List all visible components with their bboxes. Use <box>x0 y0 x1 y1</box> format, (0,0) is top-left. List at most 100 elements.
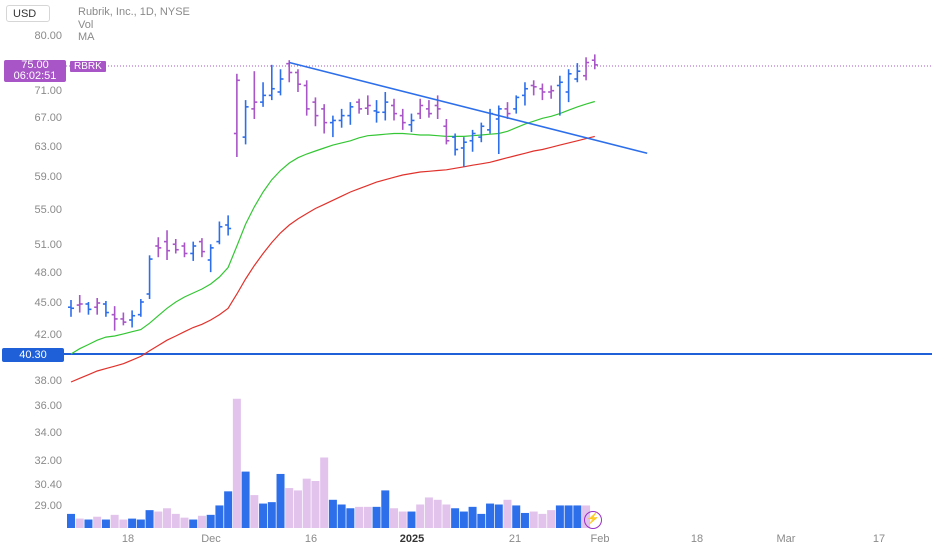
ohlc-bar[interactable] <box>460 137 467 167</box>
volume-bar <box>110 514 119 528</box>
ohlc-bar[interactable] <box>591 54 598 70</box>
y-tick-label: 34.00 <box>34 427 62 439</box>
volume-bar <box>302 478 311 528</box>
ohlc-bar[interactable] <box>382 92 389 121</box>
ohlc-bar[interactable] <box>190 241 197 261</box>
currency-selector[interactable]: USD <box>6 5 50 22</box>
ohlc-bar[interactable] <box>129 310 136 328</box>
ohlc-bar[interactable] <box>146 255 153 299</box>
ohlc-bar[interactable] <box>443 119 450 145</box>
ohlc-bar[interactable] <box>137 299 144 317</box>
ohlc-bar[interactable] <box>120 312 127 326</box>
ohlc-bar[interactable] <box>85 302 92 315</box>
volume-bar <box>398 511 407 528</box>
ohlc-bar[interactable] <box>583 57 590 81</box>
volume-bar <box>555 505 564 528</box>
volume-bar <box>503 499 512 528</box>
volume-bar <box>128 518 137 528</box>
last-price-value: 75.00 <box>21 59 49 71</box>
ohlc-bar[interactable] <box>242 100 249 145</box>
ohlc-bar[interactable] <box>111 306 118 331</box>
ohlc-bar[interactable] <box>434 95 441 119</box>
ohlc-bar[interactable] <box>530 80 537 96</box>
volume-bar <box>67 513 75 528</box>
volume-bar <box>293 490 302 528</box>
volume-bar <box>84 519 93 528</box>
ohlc-bar[interactable] <box>495 105 502 155</box>
ohlc-bar[interactable] <box>478 122 485 143</box>
y-tick-label: 80.00 <box>34 30 62 42</box>
ohlc-bar[interactable] <box>417 98 424 119</box>
volume-bar <box>416 504 425 528</box>
volume-bar <box>538 513 547 528</box>
ohlc-bar[interactable] <box>181 242 188 258</box>
ohlc-bar[interactable] <box>76 295 83 313</box>
ohlc-bar[interactable] <box>347 102 354 125</box>
volume-bar <box>477 513 486 528</box>
volume-bar <box>459 511 468 528</box>
volume-bar <box>145 510 154 528</box>
ohlc-bar[interactable] <box>286 60 293 83</box>
volume-bar <box>136 519 145 528</box>
volume-legend[interactable]: Vol <box>78 19 94 31</box>
ohlc-bar[interactable] <box>452 133 459 156</box>
volume-bar <box>75 518 84 528</box>
ohlc-bar[interactable] <box>521 82 528 106</box>
ohlc-bar[interactable] <box>68 300 74 317</box>
ohlc-bar[interactable] <box>513 95 520 114</box>
y-tick-label: 63.00 <box>34 141 62 153</box>
ohlc-bar[interactable] <box>268 64 275 101</box>
ohlc-bar[interactable] <box>277 69 284 96</box>
ohlc-bar[interactable] <box>356 98 363 114</box>
y-tick-label: 71.00 <box>34 85 62 97</box>
ohlc-bar[interactable] <box>207 244 214 273</box>
ohlc-bar[interactable] <box>312 97 319 127</box>
volume-bar <box>241 471 250 528</box>
ohlc-bar[interactable] <box>539 83 546 101</box>
x-tick-label: 18 <box>690 533 704 545</box>
ohlc-bar[interactable] <box>172 239 179 254</box>
ohlc-bar[interactable] <box>574 63 581 83</box>
ohlc-bar[interactable] <box>294 69 301 92</box>
volume-bar <box>337 504 346 528</box>
x-tick-label: Feb <box>590 533 610 545</box>
flash-icon[interactable]: ⚡ <box>584 511 602 529</box>
ohlc-bar[interactable] <box>338 108 345 128</box>
volume-bar <box>232 398 241 528</box>
ohlc-bar[interactable] <box>329 115 336 138</box>
ohlc-bar[interactable] <box>198 238 205 258</box>
ma-slow-line <box>70 135 595 383</box>
ohlc-bar[interactable] <box>364 95 371 115</box>
ohlc-bar[interactable] <box>225 215 232 236</box>
volume-bar <box>215 505 224 528</box>
x-tick-label: 2025 <box>399 533 425 545</box>
ohlc-bar[interactable] <box>565 69 572 103</box>
ma-legend[interactable]: MA <box>78 31 95 43</box>
y-tick-label: 29.00 <box>34 500 62 512</box>
ohlc-bar[interactable] <box>155 237 162 258</box>
ohlc-bar[interactable] <box>233 73 240 157</box>
ohlc-bar[interactable] <box>408 113 415 133</box>
ohlc-bar[interactable] <box>373 100 380 123</box>
ohlc-bar[interactable] <box>102 301 109 317</box>
ohlc-bar[interactable] <box>469 129 476 152</box>
ohlc-bar[interactable] <box>504 102 511 119</box>
ohlc-bar[interactable] <box>303 80 310 116</box>
ohlc-bar[interactable] <box>425 100 432 118</box>
ohlc-bar[interactable] <box>556 75 563 116</box>
volume-bar <box>442 504 451 528</box>
ohlc-bar[interactable] <box>260 82 267 107</box>
ohlc-bar[interactable] <box>548 85 555 99</box>
ohlc-bar[interactable] <box>391 98 398 121</box>
ohlc-bar[interactable] <box>164 230 171 260</box>
volume-bar <box>276 473 285 528</box>
ohlc-bar[interactable] <box>216 221 223 245</box>
x-tick-label: 21 <box>508 533 522 545</box>
ohlc-bar[interactable] <box>399 108 406 130</box>
ohlc-bar[interactable] <box>94 298 101 315</box>
ohlc-bar[interactable] <box>321 104 328 134</box>
volume-bar <box>424 497 433 528</box>
ohlc-bar[interactable] <box>251 71 258 119</box>
